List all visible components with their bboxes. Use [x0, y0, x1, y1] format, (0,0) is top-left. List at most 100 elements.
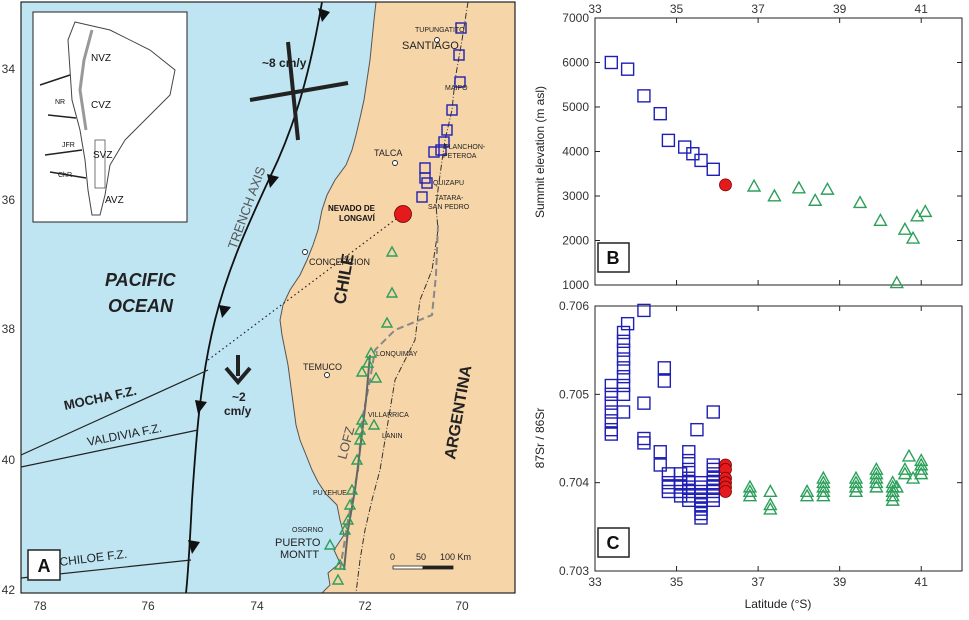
volcano-square-marker [438, 136, 450, 148]
square-point [682, 453, 696, 468]
scale-label-50: 50 [416, 552, 426, 562]
panel-label-a: A [38, 556, 51, 576]
volcano-label-lanin: LANIN [382, 433, 403, 440]
city-label-temuco: TEMUCO [303, 362, 342, 372]
square-point [604, 55, 619, 70]
lat-tick-38: 38 [2, 322, 16, 336]
volcano-triangle-marker [333, 558, 347, 570]
triangle-point [885, 484, 900, 497]
volcano-triangle-marker [343, 498, 357, 510]
triangle-point [816, 484, 831, 497]
triangle-point [767, 188, 782, 202]
triangle-point [869, 479, 884, 493]
volcano-triangle-marker [364, 346, 378, 358]
city-label-santiago: SANTIAGO [402, 40, 459, 52]
volcano-triangle-marker [331, 573, 345, 585]
inset-map: NVZ CVZ SVZ AVZ NR JFR ChR [32, 11, 188, 223]
y-tick-label: 7000 [562, 11, 589, 25]
y-tick-label: 3000 [562, 189, 589, 203]
volcano-label-lonquimay: LONQUIMAY [376, 351, 418, 358]
valdivia-fz-line [21, 429, 199, 468]
triangle-point [848, 484, 864, 497]
square-point [616, 352, 631, 366]
trench-teeth [188, 8, 330, 554]
square-point [706, 162, 720, 177]
triangle-point [869, 475, 884, 489]
triangle-point [746, 178, 762, 192]
panel-label-box-a [27, 549, 61, 581]
triangle-point [918, 204, 933, 218]
triangle-point [914, 461, 929, 475]
x-tick-label: 33 [588, 575, 602, 589]
volcano-square-marker [455, 22, 467, 34]
triangle-point [820, 181, 835, 195]
triangle-point [889, 275, 904, 289]
triangle-point [742, 488, 758, 502]
elevation-chart: 33 35 37 39 41 1000 2000 3000 4000 5000 6000 7000 S… [533, 2, 963, 292]
square-point [706, 405, 720, 419]
panel-label-box-c [597, 527, 630, 558]
y-tick-label: 0.704 [559, 476, 589, 490]
triangle-point [914, 453, 929, 467]
triangle-point [869, 470, 884, 484]
square-point [604, 396, 619, 410]
inset-zone-svz: SVZ [93, 150, 112, 161]
y-tick-label: 0.706 [559, 299, 589, 313]
square-point [604, 427, 619, 441]
volcano-label-tupungatito: TUPUNGATITO [415, 27, 465, 34]
volcano-square-marker [453, 49, 465, 61]
triangle-point [808, 193, 823, 206]
inset-label-chr: ChR [58, 172, 72, 179]
volcano-label-tatara: TATARA- [435, 195, 464, 202]
volcano-triangle-marker [323, 538, 337, 550]
lon-tick-72: 72 [358, 599, 372, 613]
square-point [637, 436, 651, 450]
triangle-point [869, 461, 884, 475]
volcano-triangle-marker [338, 523, 352, 535]
volcano-triangle-marker [341, 513, 355, 525]
inset-zone-nvz: NVZ [91, 53, 111, 64]
strontium-chart: 33 35 37 39 41 0.703 0.704 0.705 0.706 87Sr / 86… [533, 299, 963, 611]
x-tick-label: 33 [588, 2, 602, 16]
lat-tick-34: 34 [2, 62, 16, 76]
lon-tick-76: 76 [141, 599, 155, 613]
triangle-point [816, 470, 831, 484]
x-tick-label: 37 [751, 2, 765, 16]
square-point [616, 369, 631, 384]
square-point [706, 493, 720, 508]
circle-point [719, 178, 732, 192]
square-point [637, 89, 651, 103]
x-tick-label: 41 [915, 575, 929, 589]
x-tick-label: 41 [915, 2, 929, 16]
volcano-triangle-marker [350, 453, 364, 465]
x-tick-label: 35 [670, 575, 684, 589]
square-point [682, 462, 696, 477]
target-label-2: LONGAVÍ [339, 214, 376, 223]
city-markers [302, 37, 440, 378]
inset-label-nr: NR [55, 99, 65, 106]
volcano-label-villarrica: VILLARRICA [368, 412, 409, 419]
city-label-puerto: PUERTO [275, 537, 321, 549]
triangle-point [816, 479, 831, 493]
triangle-point [885, 492, 900, 506]
volcano-square-marker [416, 191, 428, 203]
arrowhead-icon [224, 366, 252, 386]
square-point [604, 414, 619, 428]
volcano-label-puyehue: PUYEHUE [313, 490, 347, 497]
volcano-label-quizapu: QUIZAPU [433, 180, 464, 187]
triangle-point [848, 479, 864, 493]
volcano-square-marker [446, 104, 458, 116]
square-point [616, 378, 631, 393]
square-point [616, 405, 631, 419]
triangle-point [848, 470, 864, 484]
square-point [653, 106, 667, 121]
square-point [637, 303, 651, 318]
lat-tick-36: 36 [2, 193, 16, 207]
volcano-label-planchon: PLANCHON- [444, 144, 486, 151]
map-lat-ticks: 34 36 38 40 42 [2, 62, 16, 597]
lat-tick-42: 42 [2, 583, 16, 597]
ocean-label-pacific: PACIFIC [105, 270, 177, 290]
square-point [694, 153, 708, 168]
lon-tick-74: 74 [250, 599, 264, 613]
panel-label-c: C [607, 533, 620, 553]
